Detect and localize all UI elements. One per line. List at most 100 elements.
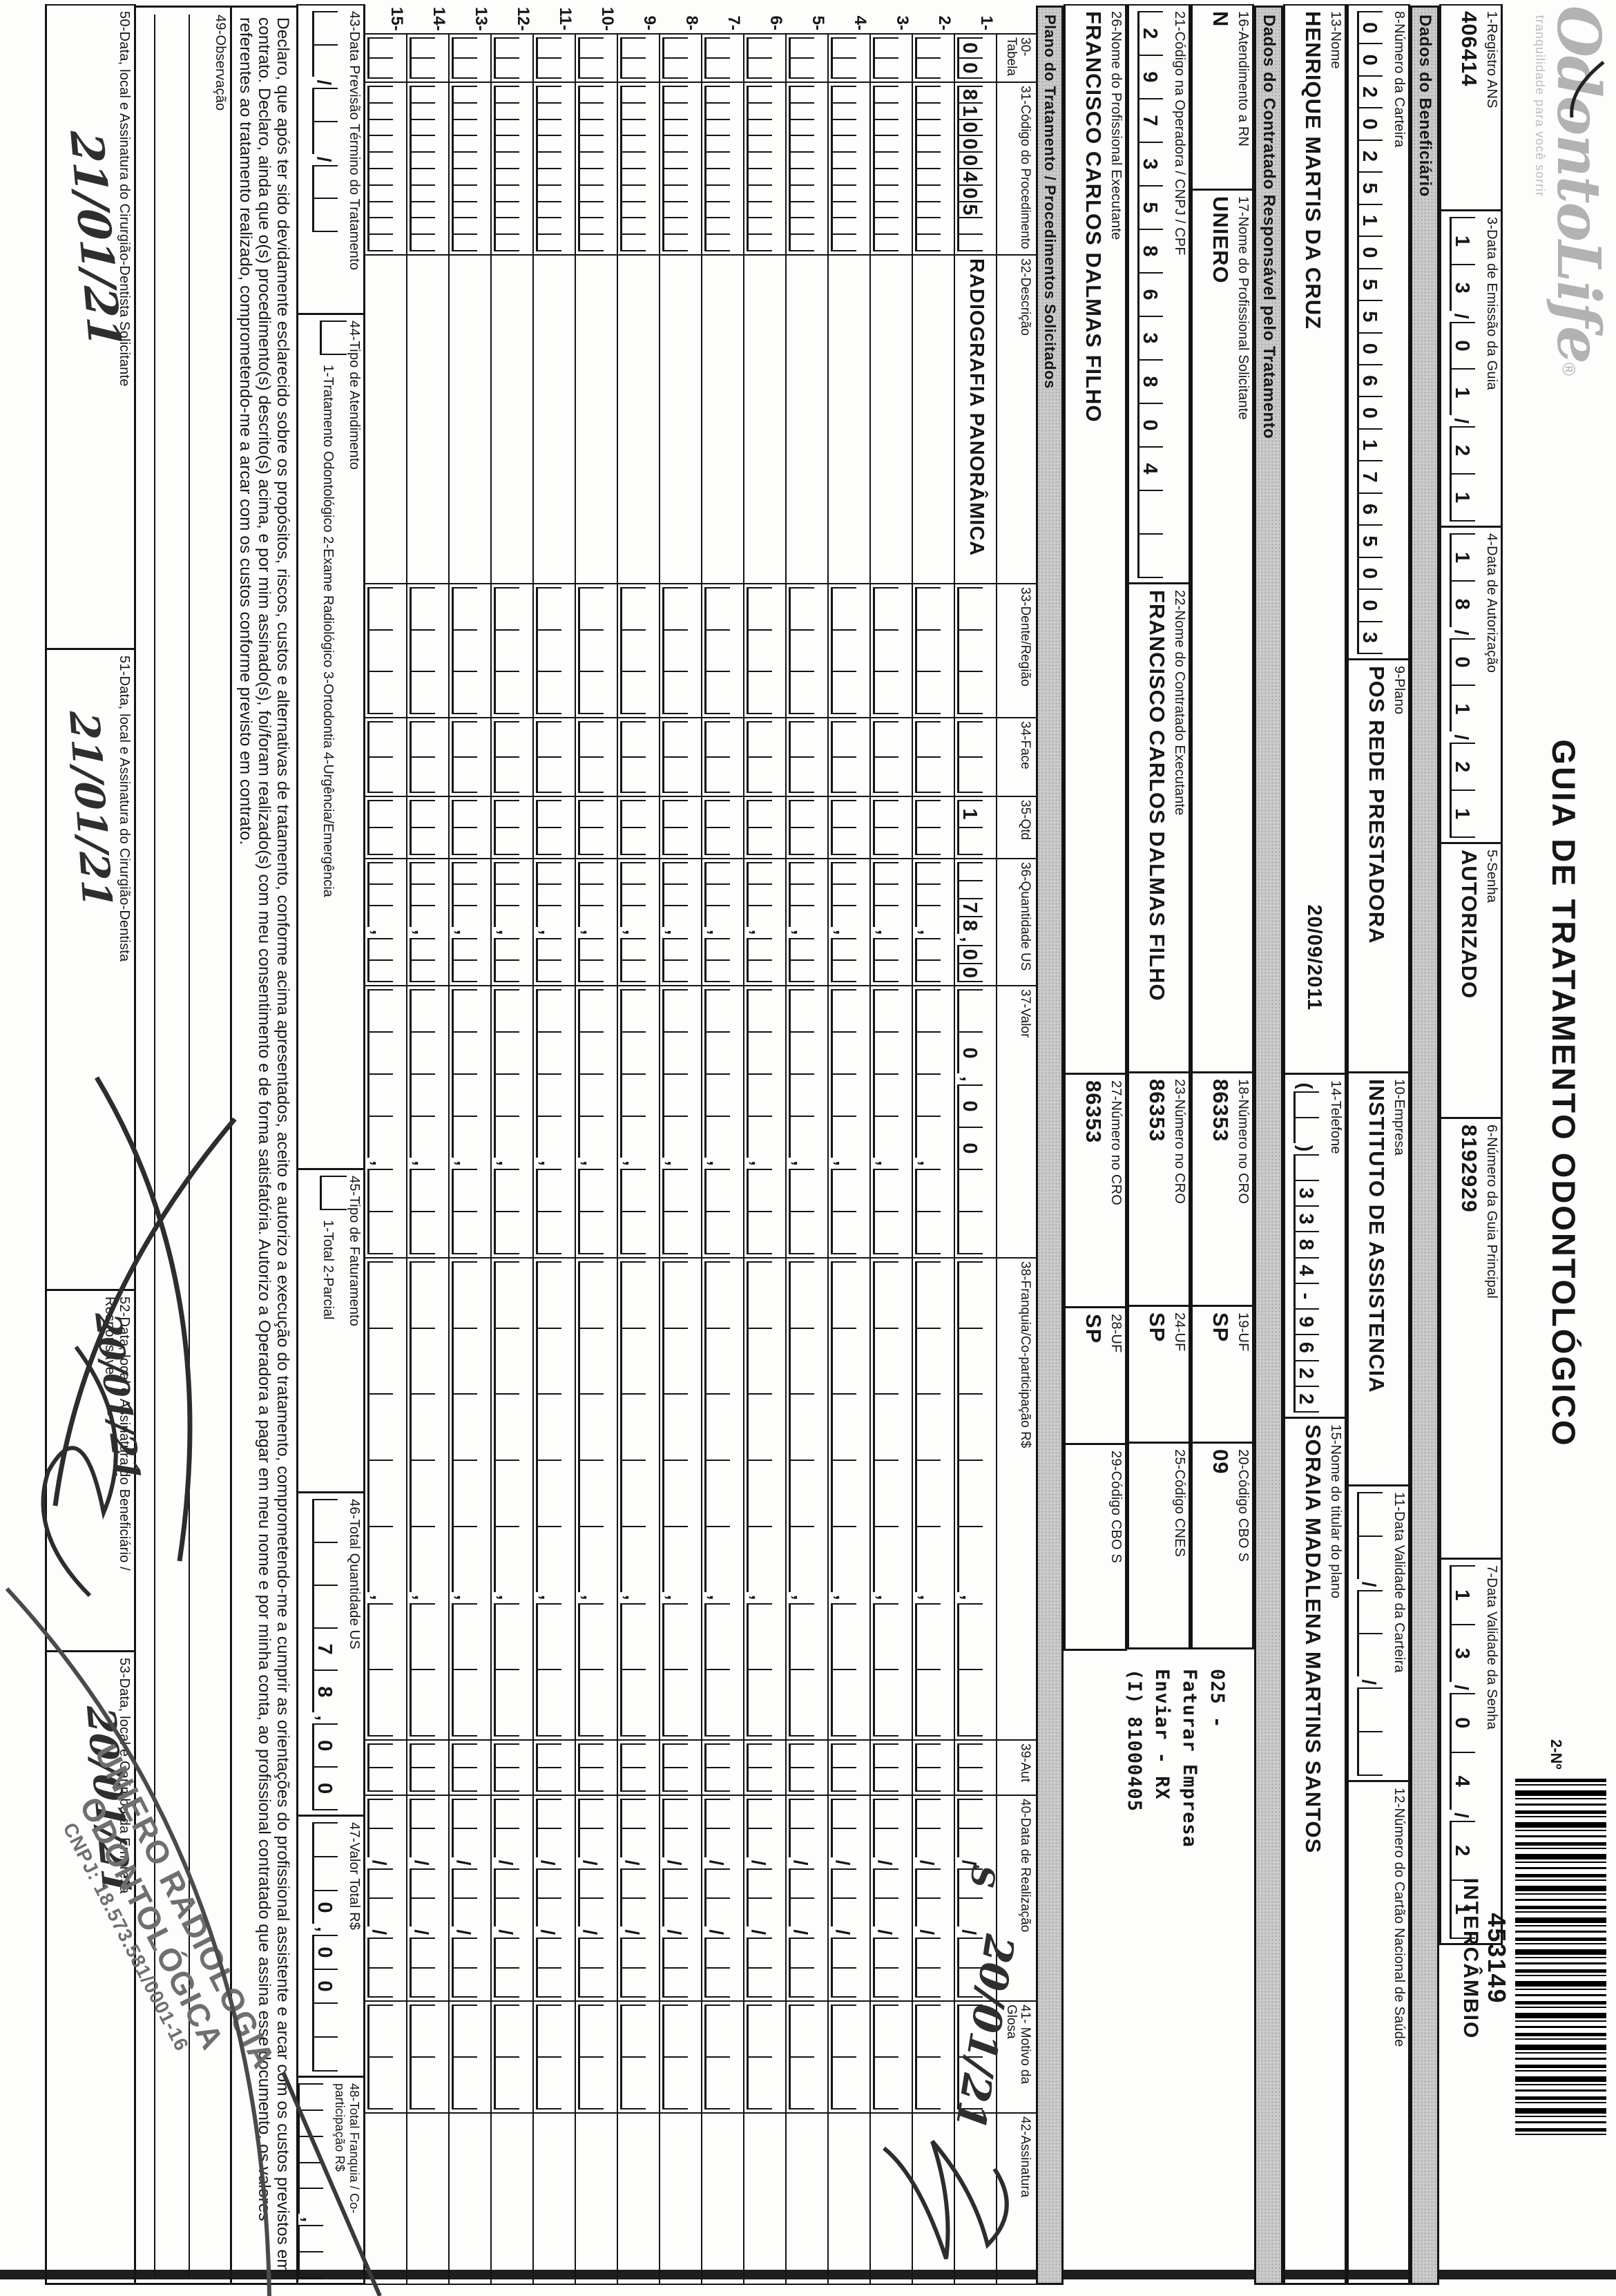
cro-18-value: 86353 <box>1209 1079 1233 1142</box>
col-36-quantidade-us: 36-Quantidade US <box>996 858 1037 986</box>
cell-dente <box>364 583 407 718</box>
cell-valor: , <box>406 985 450 1259</box>
cell-quantidade-us: , <box>701 858 744 986</box>
field-13-nome: 13-Nome HENRIQUE MARTIS DA CRUZ 20/09/20… <box>1283 4 1347 1075</box>
cell-codigo <box>575 82 618 256</box>
uf-28-value: SP <box>1081 1314 1106 1344</box>
field-18-numero-cro: 18-Número no CRO 86353 <box>1191 1072 1254 1307</box>
cell-descricao <box>827 254 871 584</box>
field-29-codigo-cbo: 29-Código CBO S <box>1064 1444 1127 1651</box>
cell-descricao <box>743 254 787 584</box>
col-37-valor: 37-Valor <box>996 985 1037 1259</box>
cell-face <box>954 717 997 797</box>
spacer <box>1064 1649 1127 2285</box>
cell-tabela <box>617 33 660 83</box>
cell-franquia: , <box>701 1257 744 1741</box>
ruled-line <box>154 15 155 2276</box>
cell-motivo-glosa <box>406 2000 450 2114</box>
row-number: 15- <box>387 7 406 31</box>
cell-qtd <box>827 796 871 859</box>
atendimento-rn-value: N <box>1209 11 1233 28</box>
cell-codigo <box>743 82 787 256</box>
cell-face <box>532 717 576 797</box>
cell-franquia: , <box>912 1257 955 1741</box>
cell-dente <box>954 583 997 718</box>
cell-quantidade-us: , <box>743 858 787 986</box>
header-fields-row: 1-Registro ANS 406414 3-Data de Emissão … <box>1439 4 1503 2285</box>
cell-valor: , <box>701 985 744 1259</box>
cell-aut <box>785 1739 829 1796</box>
field-15-titular-plano: 15-Nome do titular do plano SORAIA MADAL… <box>1283 1417 1347 2285</box>
cell-data-realizacao: / / <box>617 1795 660 2002</box>
contratado-row-3: 26-Nome do Profissional Executante FRANC… <box>1064 4 1127 2285</box>
cell-aut <box>575 1739 618 1796</box>
cell-tabela <box>827 33 871 83</box>
total-franquia-value: , <box>298 2083 329 2279</box>
cell-motivo-glosa <box>575 2000 618 2114</box>
field-45-tipo-faturamento: 45-Tipo de Faturamento 1-Total 2-Parcial <box>296 1169 365 1493</box>
field-17-profissional-solicitante: 17-Nome do Profissional Solicitante UNIE… <box>1191 189 1254 1073</box>
cell-qtd <box>448 796 492 859</box>
cell-dente <box>448 583 492 718</box>
cell-aut <box>659 1739 702 1796</box>
barcode <box>1515 1779 1606 2139</box>
row-number: 11- <box>556 7 575 30</box>
cell-face <box>785 717 829 797</box>
cell-franquia: , <box>743 1257 787 1741</box>
gto-form: OdontoLife® tranquilidade para você sorr… <box>45 4 1613 2285</box>
col-32-descricao: 32-Descrição <box>996 254 1037 584</box>
cell-face <box>575 717 618 797</box>
registro-ans-value: 406414 <box>1457 11 1481 87</box>
field-50-assinatura-solicitante: 50-Data, local e Assinatura do Cirurgião… <box>45 4 136 650</box>
declaration-paragraph: Declaro, que após ter sido devidamente e… <box>230 6 298 2285</box>
field-44-tipo-atendimento: 44-Tipo de Atendimento 1-Tratamento Odon… <box>296 314 365 1170</box>
cell-dente <box>869 583 913 718</box>
cell-valor: , <box>490 985 534 1259</box>
cell-qtd <box>490 796 534 859</box>
cell-assinatura <box>954 2112 997 2285</box>
cro-23-value: 86353 <box>1145 1079 1169 1142</box>
col-30-tabela: 30-Tabela <box>996 33 1037 83</box>
field-20-codigo-cbo: 20-Código CBO S 09 <box>1191 1442 1254 1649</box>
cell-franquia: , <box>659 1257 702 1741</box>
col-38-franquia: 38-Franquia/Co-participação R$ <box>996 1257 1037 1741</box>
col-41-motivo-glosa: 41- Motivo da Glosa <box>996 2000 1037 2114</box>
totais-row: 43-Data Previsão Término do Tratamento /… <box>296 4 365 2285</box>
section-beneficiario: Dados do Beneficiário <box>1410 6 1439 2285</box>
field-27-numero-cro: 27-Número no CRO 86353 <box>1064 1073 1127 1308</box>
cell-descricao <box>406 254 450 584</box>
cell-quantidade-us: , <box>448 858 492 986</box>
cell-valor: , <box>827 985 871 1259</box>
cell-tabela <box>448 33 492 83</box>
cell-valor: , <box>743 985 787 1259</box>
cell-motivo-glosa <box>364 2000 407 2114</box>
spacer <box>1439 1944 1503 2285</box>
cell-aut <box>912 1739 955 1796</box>
cell-motivo-glosa <box>448 2000 492 2114</box>
field-49-observacao: 49-Observação <box>134 6 232 2285</box>
cell-valor: , <box>575 985 618 1259</box>
row-number: 7- <box>724 15 743 30</box>
cell-aut <box>490 1739 534 1796</box>
cell-descricao <box>869 254 913 584</box>
cell-motivo-glosa <box>869 2000 913 2114</box>
cell-face <box>364 717 407 797</box>
field-16-atendimento-rn: 16-Atendimento a RN N <box>1191 4 1254 191</box>
cell-valor: , <box>364 985 407 1259</box>
cell-data-realizacao: / / <box>954 1795 997 2002</box>
cell-assinatura <box>490 2112 534 2285</box>
cell-data-realizacao: / / <box>490 1795 534 2002</box>
cell-franquia: , <box>869 1257 913 1741</box>
cell-face <box>743 717 787 797</box>
cell-tabela <box>743 33 787 83</box>
cell-qtd <box>743 796 787 859</box>
cell-motivo-glosa <box>785 2000 829 2114</box>
section-plano-tratamento: Plano do Tratamento / Procedimentos Soli… <box>1036 6 1064 2285</box>
cell-qtd <box>364 796 407 859</box>
row-number: 14- <box>430 7 448 31</box>
cell-motivo-glosa <box>659 2000 702 2114</box>
